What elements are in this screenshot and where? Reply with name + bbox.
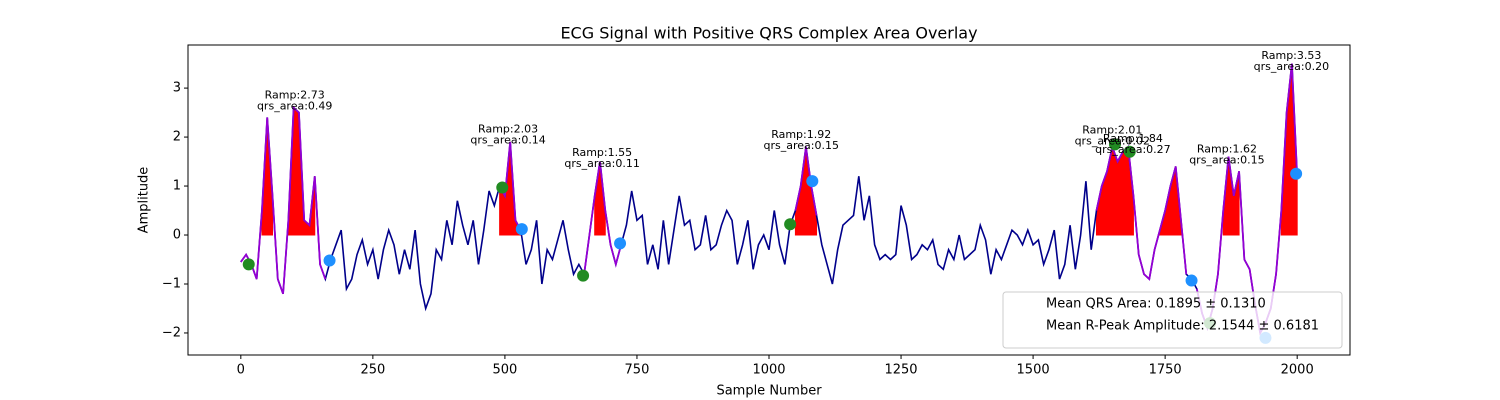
axes-frame xyxy=(187,44,1351,356)
y-tick-label: 1 xyxy=(173,179,181,194)
x-tick-label: 750 xyxy=(625,363,650,378)
legend-entry: Mean QRS Area: 0.1895 ± 0.1310 xyxy=(1046,297,1266,312)
qrs-area xyxy=(1095,145,1134,236)
qrs-line xyxy=(240,105,327,295)
peak-annotation: Ramp:1.92 xyxy=(771,128,831,141)
x-tick-label: 2000 xyxy=(1281,363,1314,378)
qrs-line xyxy=(583,161,622,275)
peak-annotation: qrs_area:0.11 xyxy=(564,157,639,170)
qrs-area xyxy=(1222,156,1240,236)
peak-annotation: Ramp:1.55 xyxy=(572,146,632,159)
chart-title: ECG Signal with Positive QRS Complex Are… xyxy=(560,24,977,43)
peak-annotation: Ramp:3.53 xyxy=(1261,49,1321,62)
y-axis-label: Amplitude xyxy=(137,167,152,234)
qrs-line xyxy=(1095,143,1188,281)
peak-annotation: Ramp:1.84 xyxy=(1103,132,1163,145)
onset-point xyxy=(784,218,797,231)
peak-annotation: qrs_area:0.15 xyxy=(1189,154,1264,167)
onset-point xyxy=(1108,138,1121,151)
x-axis-label: Sample Number xyxy=(716,384,822,399)
x-tick-label: 1000 xyxy=(752,363,785,378)
offset-point xyxy=(1290,167,1303,180)
peak-annotation: qrs_area:0.27 xyxy=(1095,143,1170,156)
onset-point xyxy=(577,269,590,282)
y-tick-label: −2 xyxy=(162,325,181,340)
x-tick-label: 1500 xyxy=(1017,363,1050,378)
peak-annotation: qrs_area:0.15 xyxy=(763,139,838,152)
peak-annotation: Ramp:2.01 xyxy=(1082,124,1142,137)
peak-annotation: Ramp:2.03 xyxy=(478,123,538,136)
peak-annotation: Ramp:1.62 xyxy=(1197,143,1257,156)
offset-point xyxy=(1185,274,1198,287)
qrs-area xyxy=(794,146,818,236)
offset-point xyxy=(515,223,528,236)
peak-annotation: qrs_area:0.02 xyxy=(1075,135,1150,148)
peak-annotation: qrs_area:0.14 xyxy=(470,134,545,147)
y-tick-label: 0 xyxy=(173,228,181,243)
x-tick-label: 0 xyxy=(237,363,245,378)
y-tick-label: −1 xyxy=(162,276,181,291)
qrs-line xyxy=(794,146,818,216)
x-tick-label: 1250 xyxy=(884,363,917,378)
peak-annotation: Ramp:2.73 xyxy=(265,88,325,101)
y-tick-label: 3 xyxy=(173,81,181,96)
onset-point xyxy=(1123,145,1136,158)
x-tick-label: 250 xyxy=(360,363,385,378)
onset-point xyxy=(496,181,509,194)
legend-box xyxy=(1002,291,1343,349)
legend-entry: Mean R-Peak Amplitude: 2.1544 ± 0.6181 xyxy=(1046,319,1319,334)
x-tick-label: 500 xyxy=(492,363,517,378)
peak-annotation: qrs_area:0.20 xyxy=(1254,60,1329,73)
onset-point xyxy=(242,258,255,271)
x-tick-label: 1750 xyxy=(1149,363,1182,378)
y-tick-label: 2 xyxy=(173,130,181,145)
offset-point xyxy=(614,237,627,250)
offset-point xyxy=(806,175,819,188)
peak-annotation: qrs_area:0.49 xyxy=(257,99,332,112)
qrs-area xyxy=(1159,166,1182,236)
offset-point xyxy=(323,254,336,267)
